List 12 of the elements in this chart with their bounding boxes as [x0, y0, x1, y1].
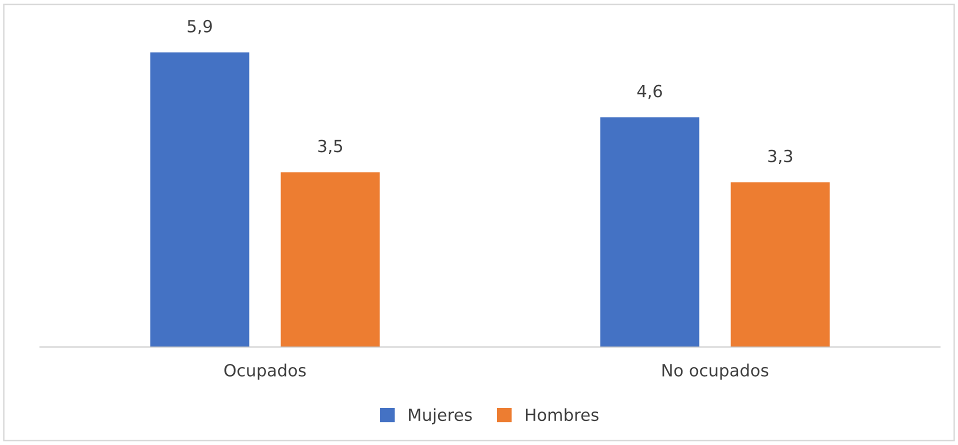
bar: [150, 52, 250, 347]
legend-label: Mujeres: [409, 408, 472, 424]
data-label: 3,3: [768, 150, 792, 164]
bar: [600, 117, 700, 347]
data-label: 3,5: [318, 140, 342, 154]
data-label: 5,9: [188, 20, 212, 34]
legend-label: Hombres: [526, 408, 598, 422]
data-label: 4,6: [637, 84, 662, 100]
bar: [730, 182, 830, 347]
x-tick-label: No ocupados: [662, 364, 768, 380]
bar: [280, 172, 380, 347]
x-tick-label: Ocupados: [224, 364, 306, 380]
